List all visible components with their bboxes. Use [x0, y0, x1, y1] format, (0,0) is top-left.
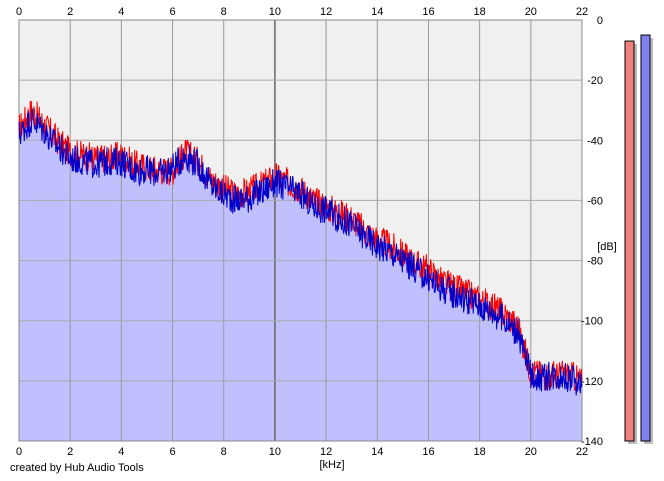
x-tick-label-bottom: 16 — [422, 446, 434, 458]
x-tick-label-bottom: 22 — [576, 446, 588, 458]
plot-border — [18, 19, 583, 442]
level-meter-bar — [624, 40, 635, 442]
spectrum-fill — [19, 110, 582, 441]
x-tick-label-top: 8 — [221, 6, 227, 18]
grid-lines — [18, 19, 583, 442]
x-tick-label-bottom: 14 — [371, 446, 383, 458]
x-tick-label-bottom: 0 — [16, 446, 22, 458]
x-tick-label-top: 4 — [118, 6, 124, 18]
x-axis-label: [kHz] — [319, 459, 344, 471]
level-meter-bar — [640, 34, 651, 442]
plot-area — [19, 20, 582, 441]
series-line — [18, 108, 583, 396]
x-tick-label-top: 18 — [474, 6, 486, 18]
x-tick-label-bottom: 6 — [169, 446, 175, 458]
x-tick-label-top: 2 — [67, 6, 73, 18]
level-meters — [624, 34, 653, 445]
x-tick-label-bottom: 4 — [118, 446, 124, 458]
axis-labels: 002244668810101212141416161818202022220-… — [16, 6, 603, 458]
series-lines — [18, 100, 583, 396]
y-tick-label: -140 — [581, 436, 603, 448]
y-axis-label: [dB] — [597, 241, 617, 253]
y-tick-label: 0 — [597, 15, 603, 27]
y-tick-label: -60 — [587, 195, 603, 207]
y-tick-label: -40 — [587, 135, 603, 147]
y-tick-label: -120 — [581, 376, 603, 388]
y-tick-label: -20 — [587, 75, 603, 87]
x-tick-label-top: 12 — [320, 6, 332, 18]
x-tick-label-top: 14 — [371, 6, 383, 18]
y-tick-label: -80 — [587, 256, 603, 268]
x-tick-label-top: 16 — [422, 6, 434, 18]
x-tick-label-top: 6 — [169, 6, 175, 18]
credit-text: created by Hub Audio Tools — [10, 462, 144, 474]
y-tick-label: -100 — [581, 316, 603, 328]
x-tick-label-top: 20 — [525, 6, 537, 18]
x-tick-label-top: 22 — [576, 6, 588, 18]
x-tick-label-bottom: 10 — [269, 446, 281, 458]
x-tick-label-bottom: 12 — [320, 446, 332, 458]
x-tick-label-bottom: 18 — [474, 446, 486, 458]
x-tick-label-bottom: 8 — [221, 446, 227, 458]
x-tick-label-bottom: 20 — [525, 446, 537, 458]
x-tick-label-top: 0 — [16, 6, 22, 18]
x-tick-label-top: 10 — [269, 6, 281, 18]
x-tick-label-bottom: 2 — [67, 446, 73, 458]
